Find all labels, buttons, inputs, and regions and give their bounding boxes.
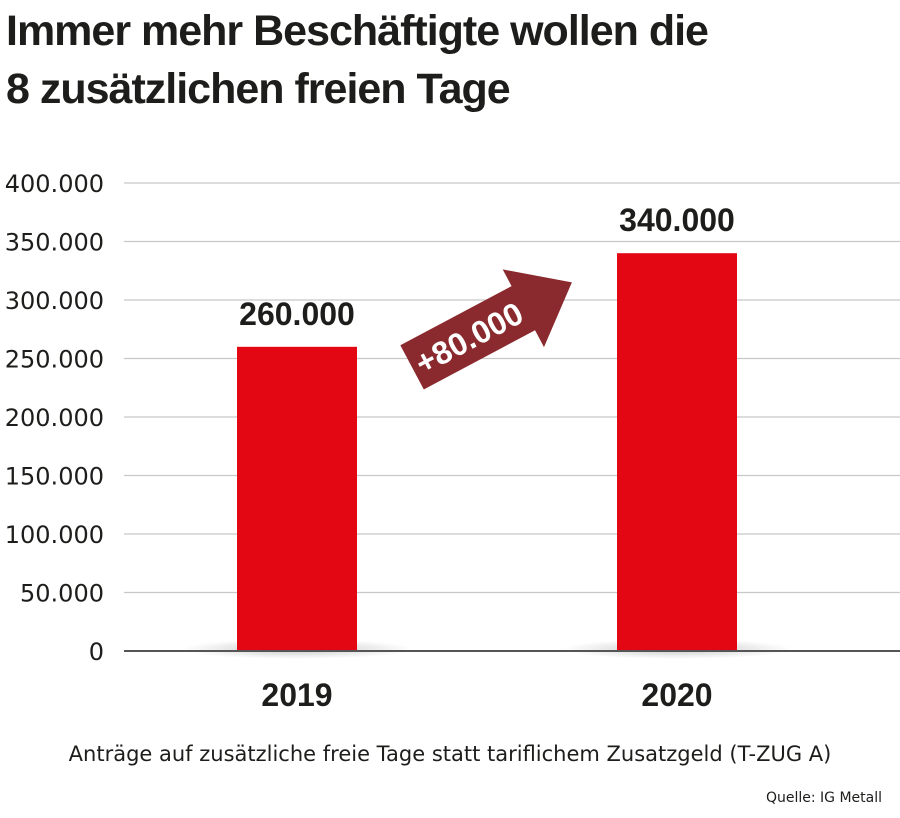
y-tick-label: 50.000 bbox=[20, 580, 104, 608]
arrow-shape bbox=[400, 269, 572, 390]
chart-caption: Anträge auf zusätzliche freie Tage statt… bbox=[68, 742, 832, 766]
y-tick-label: 150.000 bbox=[5, 463, 104, 491]
y-axis-ticks: 0 50.000 100.000 150.000 200.000 250.000 300.0… bbox=[5, 170, 104, 666]
y-tick-label: 400.000 bbox=[5, 170, 104, 198]
y-tick-label: 350.000 bbox=[5, 229, 104, 257]
source-note: Quelle: IG Metall bbox=[765, 790, 882, 806]
y-tick-label: 300.000 bbox=[5, 287, 104, 315]
y-tick-label: 0 bbox=[89, 638, 104, 666]
bars bbox=[237, 253, 737, 651]
value-label-2020: 340.000 bbox=[619, 202, 735, 238]
y-tick-label: 200.000 bbox=[5, 404, 104, 432]
chart-title-line-1: Immer mehr Beschäftigte wollen die bbox=[6, 7, 709, 55]
chart-title: Immer mehr Beschäftigte wollen die 8 zus… bbox=[6, 2, 709, 118]
bar-2019 bbox=[237, 346, 357, 651]
bar-chart: 0 50.000 100.000 150.000 200.000 250.000 300.0… bbox=[5, 170, 900, 713]
value-labels: 260.000 340.000 bbox=[239, 202, 735, 332]
arrow-group: +80.000 bbox=[400, 269, 572, 390]
value-label-2019: 260.000 bbox=[239, 296, 355, 332]
increase-arrow: +80.000 bbox=[400, 269, 572, 390]
chart-title-line-2: 8 zusätzlichen freien Tage bbox=[6, 65, 511, 113]
x-tick-label-2019: 2019 bbox=[261, 677, 332, 713]
bar-2020 bbox=[617, 253, 737, 651]
x-axis-ticks: 2019 2020 bbox=[261, 677, 712, 713]
y-tick-label: 100.000 bbox=[5, 521, 104, 549]
x-tick-label-2020: 2020 bbox=[641, 677, 712, 713]
y-tick-label: 250.000 bbox=[5, 346, 104, 374]
